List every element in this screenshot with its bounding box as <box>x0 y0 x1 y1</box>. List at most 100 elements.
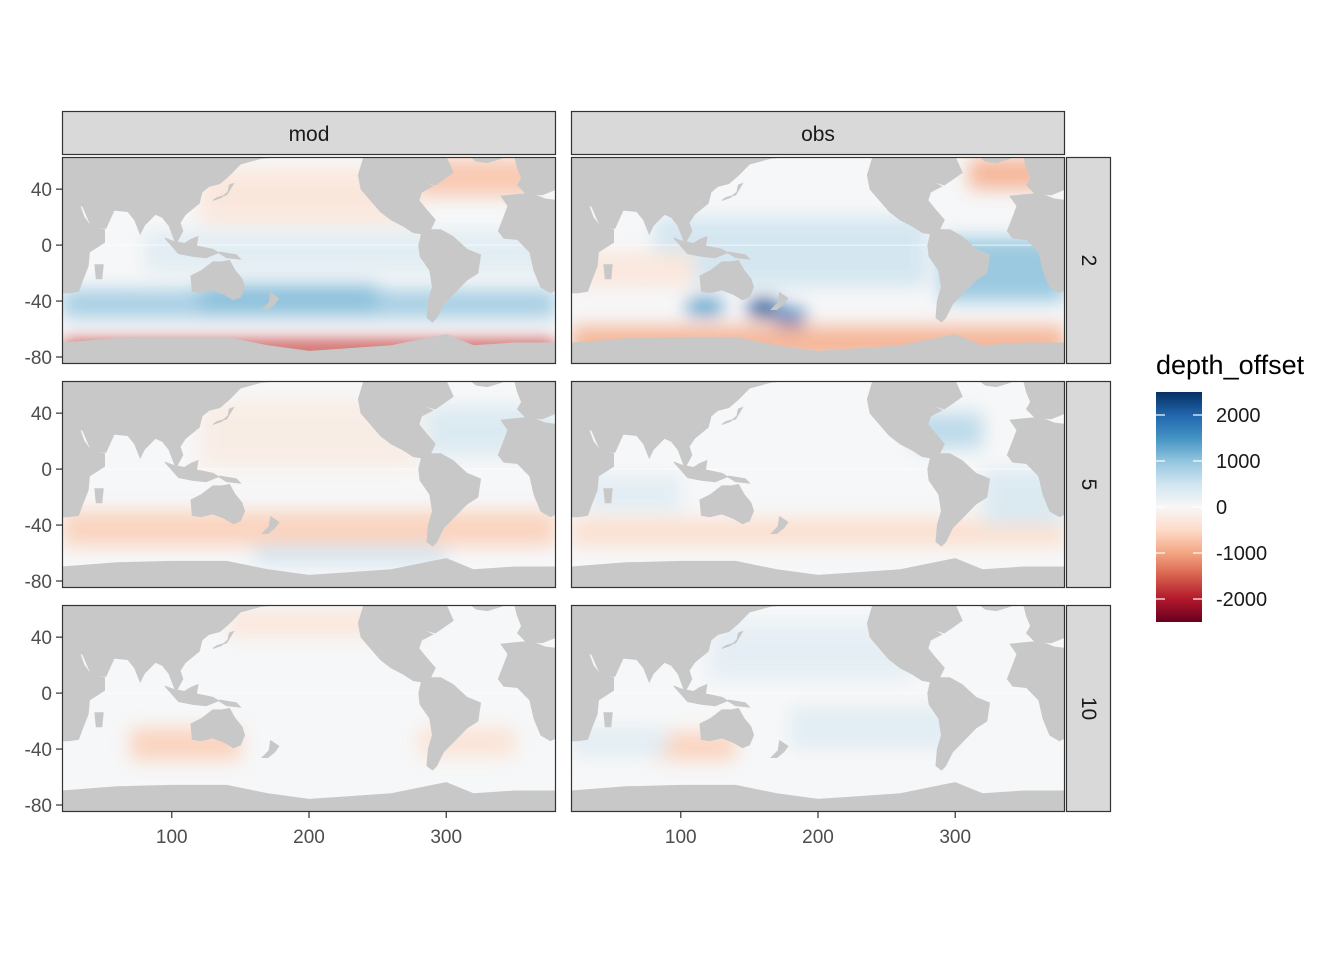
land-europe <box>1023 157 1065 196</box>
land-borneo <box>692 235 708 252</box>
column-strip-mod: mod <box>61 110 557 156</box>
land-antarctica <box>62 558 556 588</box>
land-newzealand <box>770 291 789 310</box>
land-africaW <box>62 425 105 518</box>
land-antarctica <box>62 334 556 364</box>
y-tick-label: -40 <box>25 292 52 313</box>
land-borneo <box>183 683 199 700</box>
land-africa <box>497 416 556 518</box>
land-antarctica <box>571 334 1065 364</box>
legend-tick-label: 0 <box>1216 497 1227 519</box>
land-japan <box>212 182 235 201</box>
land-madagascar <box>94 712 104 728</box>
land-centralAm <box>357 605 436 683</box>
x-tick-label: 300 <box>430 827 462 848</box>
land-centralAm <box>866 605 945 683</box>
row-strip-5: 5 <box>1065 380 1112 589</box>
y-tick-label: -80 <box>25 796 52 817</box>
y-tick-label: -40 <box>25 516 52 537</box>
land-southAm <box>927 677 991 771</box>
y-tick-label: 0 <box>41 236 52 257</box>
land-asia <box>62 157 275 245</box>
land-southAm <box>418 453 482 547</box>
y-tick-label: 0 <box>41 460 52 481</box>
y-tick-label: 40 <box>31 404 52 425</box>
panel-mod-10 <box>61 604 557 813</box>
land-southAm <box>927 453 991 547</box>
land-layer <box>571 157 1065 364</box>
legend-ticks: 2000 1000 0 -1000 -2000 <box>1156 405 1267 611</box>
land-layer <box>62 381 556 588</box>
land-antarctica <box>571 558 1065 588</box>
land-layer <box>62 157 556 364</box>
y-tick-label: -40 <box>25 740 52 761</box>
land-africaW <box>62 201 105 294</box>
land-australia <box>699 259 755 301</box>
land-africa <box>1006 640 1065 742</box>
land-borneo <box>692 459 708 476</box>
anomaly-region <box>254 546 447 565</box>
x-tick-label: 300 <box>939 827 971 848</box>
land-antarctica <box>571 782 1065 812</box>
land-asia <box>571 381 784 469</box>
panel-border <box>61 380 557 589</box>
y-tick-label: -80 <box>25 572 52 593</box>
land-asia <box>62 605 275 693</box>
anomaly-region <box>790 707 956 750</box>
land-newzealand <box>261 291 280 310</box>
land-greenland <box>979 605 1014 612</box>
y-tick-label: -80 <box>25 348 52 369</box>
land-asia <box>62 381 275 469</box>
land-borneo <box>692 683 708 700</box>
land-australia <box>190 259 246 301</box>
column-strip-obs: obs <box>570 110 1066 156</box>
row-strip-label: 5 <box>1077 479 1100 491</box>
land-asia <box>571 605 784 693</box>
land-centralAm <box>866 157 945 235</box>
land-greenland <box>470 381 505 388</box>
land-australia <box>699 707 755 749</box>
row-strip-label: 2 <box>1077 255 1100 267</box>
land-southAm <box>927 229 991 323</box>
land-africa <box>497 192 556 294</box>
land-japan <box>212 630 235 649</box>
land-greenland <box>979 381 1014 388</box>
land-madagascar <box>603 712 613 728</box>
land-africa <box>1006 192 1065 294</box>
anomaly-region <box>62 511 556 547</box>
panel-mod-5 <box>61 380 557 589</box>
land-australia <box>190 483 246 525</box>
land-newzealand <box>770 739 789 758</box>
land-asia <box>571 157 784 245</box>
x-tick-label: 100 <box>665 827 697 848</box>
land-europe <box>514 381 556 420</box>
land-madagascar <box>94 264 104 280</box>
land-greenland <box>470 605 505 612</box>
land-europe <box>1023 605 1065 644</box>
land-antarctica <box>62 782 556 812</box>
land-europe <box>514 157 556 196</box>
panel-mod-2 <box>61 156 557 365</box>
land-africaW <box>571 425 614 518</box>
panel-border <box>61 156 557 365</box>
land-southAm <box>418 677 482 771</box>
land-greenland <box>979 157 1014 164</box>
land-madagascar <box>603 264 613 280</box>
land-australia <box>699 483 755 525</box>
land-africaW <box>571 201 614 294</box>
panel-border <box>570 156 1066 365</box>
land-japan <box>721 630 744 649</box>
x-tick-label: 100 <box>156 827 188 848</box>
land-centralAm <box>357 157 436 235</box>
land-africaW <box>62 649 105 742</box>
anomaly-region <box>749 298 777 318</box>
legend: depth_offset 2000 1000 0 -1000 -2000 <box>1156 350 1305 622</box>
x-tick-label: 200 <box>293 827 325 848</box>
anomaly-region <box>687 298 722 316</box>
panel-border <box>61 604 557 813</box>
panel-obs-2 <box>570 156 1066 365</box>
land-madagascar <box>94 488 104 504</box>
land-layer <box>571 605 1065 812</box>
land-madagascar <box>603 488 613 504</box>
column-strip-label: obs <box>801 123 835 146</box>
